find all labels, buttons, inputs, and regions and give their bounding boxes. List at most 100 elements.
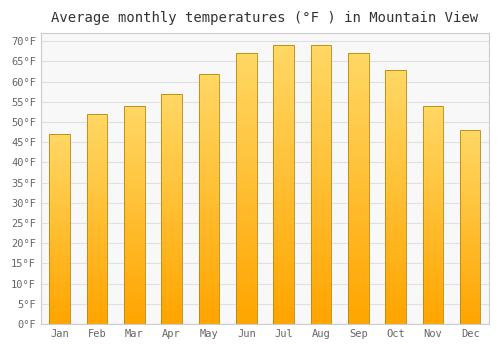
Bar	[348, 54, 368, 59]
Bar	[310, 118, 331, 123]
Bar	[236, 64, 256, 70]
Bar	[124, 202, 144, 206]
Bar	[422, 149, 443, 154]
Bar	[124, 250, 144, 254]
Bar	[198, 219, 219, 224]
Bar	[50, 218, 70, 222]
Bar	[274, 62, 294, 68]
Bar	[162, 94, 182, 324]
Bar	[348, 232, 368, 237]
Bar	[86, 215, 107, 219]
Bar	[386, 161, 406, 166]
Bar	[236, 254, 256, 259]
Bar	[386, 283, 406, 288]
Bar	[86, 278, 107, 282]
Bar	[198, 304, 219, 309]
Bar	[310, 96, 331, 101]
Bar	[124, 128, 144, 132]
Bar	[386, 192, 406, 197]
Bar	[348, 270, 368, 275]
Bar	[348, 97, 368, 102]
Bar	[162, 310, 182, 315]
Bar	[460, 188, 480, 192]
Bar	[422, 224, 443, 228]
Bar	[460, 192, 480, 196]
Bar	[274, 162, 294, 168]
Bar	[124, 106, 144, 110]
Bar	[162, 200, 182, 204]
Bar	[274, 168, 294, 174]
Bar	[124, 263, 144, 267]
Bar	[198, 244, 219, 249]
Bar	[198, 269, 219, 274]
Bar	[422, 115, 443, 119]
Bar	[274, 224, 294, 229]
Bar	[460, 308, 480, 313]
Bar	[310, 134, 331, 140]
Bar	[274, 240, 294, 246]
Bar	[50, 183, 70, 187]
Bar	[236, 259, 256, 265]
Bar	[460, 130, 480, 134]
Bar	[348, 59, 368, 64]
Bar	[124, 145, 144, 149]
Bar	[124, 115, 144, 119]
Bar	[50, 199, 70, 203]
Bar	[460, 200, 480, 204]
Bar	[348, 54, 368, 324]
Bar	[310, 73, 331, 79]
Bar	[460, 246, 480, 250]
Bar	[50, 286, 70, 290]
Bar	[124, 189, 144, 193]
Bar	[124, 167, 144, 172]
Bar	[86, 270, 107, 274]
Bar	[460, 181, 480, 184]
Bar	[86, 295, 107, 299]
Bar	[386, 80, 406, 85]
Bar	[274, 313, 294, 319]
Bar	[162, 103, 182, 107]
Bar	[198, 179, 219, 184]
Bar	[422, 123, 443, 128]
Bar	[460, 142, 480, 146]
Bar	[124, 211, 144, 215]
Bar	[86, 265, 107, 270]
Bar	[86, 261, 107, 265]
Bar	[274, 318, 294, 324]
Bar	[198, 184, 219, 189]
Bar	[50, 149, 70, 153]
Bar	[310, 207, 331, 212]
Bar	[386, 207, 406, 212]
Bar	[50, 263, 70, 267]
Bar	[86, 160, 107, 164]
Bar	[460, 293, 480, 297]
Bar	[422, 276, 443, 280]
Bar	[386, 95, 406, 100]
Bar	[50, 168, 70, 172]
Bar	[422, 132, 443, 136]
Bar	[460, 216, 480, 219]
Bar	[50, 203, 70, 206]
Bar	[310, 168, 331, 174]
Bar	[348, 156, 368, 162]
Bar	[310, 46, 331, 51]
Bar	[162, 278, 182, 282]
Bar	[422, 110, 443, 115]
Bar	[386, 120, 406, 126]
Bar	[236, 173, 256, 178]
Bar	[274, 246, 294, 252]
Bar	[162, 117, 182, 121]
Bar	[386, 299, 406, 304]
Bar	[236, 275, 256, 281]
Bar	[310, 56, 331, 62]
Bar	[274, 257, 294, 263]
Bar	[460, 270, 480, 274]
Bar	[422, 311, 443, 315]
Bar	[422, 245, 443, 250]
Bar	[310, 162, 331, 168]
Bar	[50, 134, 70, 138]
Bar	[162, 186, 182, 190]
Bar	[124, 302, 144, 307]
Bar	[274, 307, 294, 313]
Bar	[460, 304, 480, 308]
